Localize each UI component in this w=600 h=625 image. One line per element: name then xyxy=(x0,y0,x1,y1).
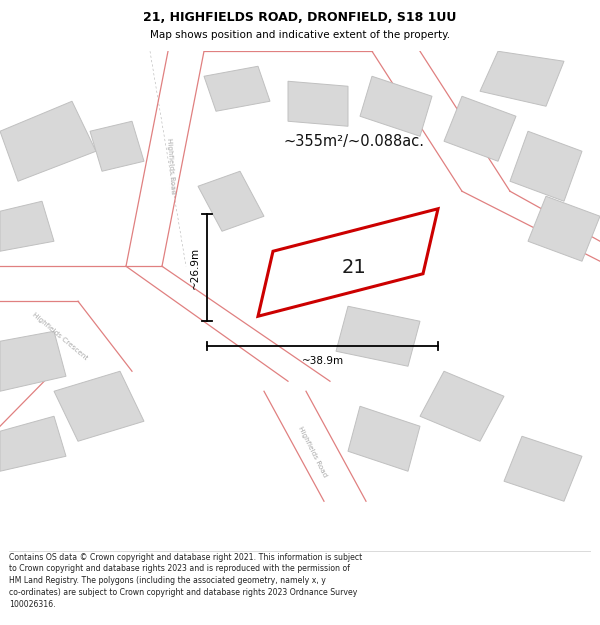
Text: ~38.9m: ~38.9m xyxy=(301,356,344,366)
Polygon shape xyxy=(510,131,582,201)
Polygon shape xyxy=(360,76,432,136)
Text: Map shows position and indicative extent of the property.: Map shows position and indicative extent… xyxy=(150,30,450,40)
Polygon shape xyxy=(288,81,348,126)
Polygon shape xyxy=(480,51,564,106)
Text: Highfields Road: Highfields Road xyxy=(296,425,328,478)
Polygon shape xyxy=(126,51,204,266)
Polygon shape xyxy=(420,371,504,441)
Text: 21, HIGHFIELDS ROAD, DRONFIELD, S18 1UU: 21, HIGHFIELDS ROAD, DRONFIELD, S18 1UU xyxy=(143,11,457,24)
Polygon shape xyxy=(504,436,582,501)
Polygon shape xyxy=(0,201,54,251)
Text: Contains OS data © Crown copyright and database right 2021. This information is : Contains OS data © Crown copyright and d… xyxy=(9,552,362,609)
Polygon shape xyxy=(0,101,96,181)
Polygon shape xyxy=(336,306,420,366)
Text: ~26.9m: ~26.9m xyxy=(190,246,200,289)
Text: Highfields Road: Highfields Road xyxy=(166,138,176,194)
Polygon shape xyxy=(204,66,270,111)
Polygon shape xyxy=(198,171,264,231)
Polygon shape xyxy=(348,406,420,471)
Text: ~355m²/~0.088ac.: ~355m²/~0.088ac. xyxy=(284,134,425,149)
Polygon shape xyxy=(0,416,66,471)
Polygon shape xyxy=(0,301,132,371)
Polygon shape xyxy=(528,196,600,261)
Text: Highfields Crescent: Highfields Crescent xyxy=(31,311,89,361)
Polygon shape xyxy=(54,371,144,441)
Text: 21: 21 xyxy=(341,258,367,277)
Polygon shape xyxy=(264,391,366,501)
Polygon shape xyxy=(444,96,516,161)
Polygon shape xyxy=(0,331,66,391)
Polygon shape xyxy=(90,121,144,171)
Polygon shape xyxy=(258,209,438,316)
